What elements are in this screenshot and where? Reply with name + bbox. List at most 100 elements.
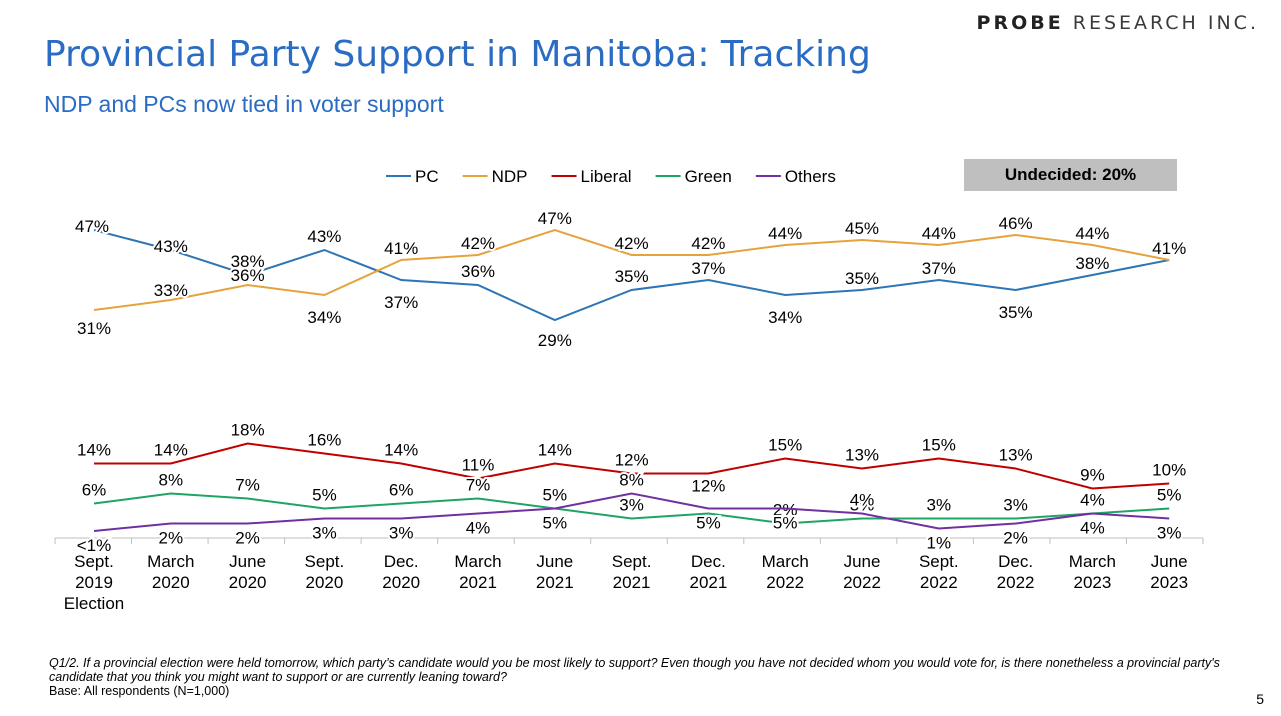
series-line-liberal <box>94 442 1170 490</box>
brand-logo: PROBE RESEARCH INC. <box>976 12 1259 34</box>
data-label-pc: 43% <box>154 237 188 256</box>
undecided-badge: Undecided: 20% <box>964 159 1177 191</box>
data-label-liberal: 9% <box>1080 466 1105 485</box>
x-tick-label: June 2023 <box>1150 552 1188 592</box>
data-label-green: 7% <box>235 476 260 495</box>
data-label-green: 5% <box>1157 486 1182 505</box>
data-label-liberal: 10% <box>1152 461 1186 480</box>
x-tick-label: June 2021 <box>536 552 574 592</box>
data-label-liberal: 13% <box>845 446 879 465</box>
data-label-green: 5% <box>543 486 568 505</box>
data-label-ndp: 44% <box>922 224 956 243</box>
data-label-liberal: 14% <box>384 441 418 460</box>
data-label-others: 3% <box>1157 524 1182 543</box>
data-label-ndp: 42% <box>461 234 495 253</box>
data-label-ndp: 42% <box>615 234 649 253</box>
data-label-green: 5% <box>312 486 337 505</box>
x-tick-label: March 2020 <box>147 552 194 592</box>
data-label-others: 5% <box>773 514 798 533</box>
data-label-green: 3% <box>1003 496 1028 515</box>
data-label-liberal: 13% <box>999 446 1033 465</box>
x-tick-label: March 2023 <box>1069 552 1116 592</box>
data-label-others: 1% <box>927 534 952 553</box>
data-label-green: 7% <box>466 476 491 495</box>
legend-label-others: Others <box>785 167 836 186</box>
data-label-others: 2% <box>1003 529 1028 548</box>
data-label-ndp: 41% <box>384 239 418 258</box>
x-tick-label: Dec. 2021 <box>689 552 727 592</box>
data-label-others: 3% <box>389 524 414 543</box>
data-label-others: 5% <box>696 514 721 533</box>
x-tick-label: Sept. 2022 <box>919 552 959 592</box>
data-label-others: 5% <box>543 514 568 533</box>
data-label-liberal: 15% <box>768 436 802 455</box>
data-label-pc: 47% <box>75 217 109 236</box>
x-tick-label: March 2022 <box>762 552 809 592</box>
data-label-ndp: 44% <box>768 224 802 243</box>
data-label-ndp: 33% <box>154 281 188 300</box>
data-label-others: <1% <box>77 536 112 555</box>
data-label-others: 2% <box>235 529 260 548</box>
page-number: 5 <box>1256 691 1264 707</box>
data-label-liberal: 18% <box>231 421 265 440</box>
data-label-ndp: 42% <box>691 234 725 253</box>
data-label-liberal: 12% <box>691 477 725 496</box>
data-label-others: 2% <box>159 529 184 548</box>
footnote-base: Base: All respondents (N=1,000) <box>49 684 230 698</box>
series-line-others <box>93 492 1170 532</box>
series-line-ndp <box>93 228 1170 311</box>
data-label-pc: 37% <box>691 259 725 278</box>
x-tick-label: Sept. 2019 Election <box>64 552 124 613</box>
data-label-green: 3% <box>619 496 644 515</box>
data-label-liberal: 14% <box>77 441 111 460</box>
footnote-question: Q1/2. If a provincial election were held… <box>49 656 1220 684</box>
data-label-pc: 37% <box>922 259 956 278</box>
data-label-green: 6% <box>389 481 414 500</box>
data-label-liberal: 14% <box>154 441 188 460</box>
footnote: Q1/2. If a provincial election were held… <box>49 656 1249 698</box>
data-label-others: 4% <box>466 519 491 538</box>
data-label-pc: 38% <box>231 252 265 271</box>
data-label-ndp: 31% <box>77 319 111 338</box>
data-label-liberal: 15% <box>922 436 956 455</box>
legend-label-ndp: NDP <box>492 167 528 186</box>
page-subtitle: NDP and PCs now tied in voter support <box>44 91 444 117</box>
data-label-ndp: 44% <box>1075 224 1109 243</box>
data-label-pc: 41% <box>1152 239 1186 258</box>
data-label-pc: 35% <box>999 303 1033 322</box>
data-label-pc: 43% <box>307 227 341 246</box>
data-label-ndp: 46% <box>999 214 1033 233</box>
legend-label-green: Green <box>685 167 732 186</box>
data-label-pc: 38% <box>1075 254 1109 273</box>
data-label-pc: 35% <box>615 267 649 286</box>
data-label-pc: 36% <box>461 262 495 281</box>
x-tick-label: June 2020 <box>229 552 267 592</box>
data-label-others: 3% <box>312 524 337 543</box>
data-label-ndp: 47% <box>538 209 572 228</box>
data-label-others: 8% <box>619 471 644 490</box>
data-label-pc: 29% <box>538 331 572 350</box>
data-label-green: 6% <box>82 481 107 500</box>
data-label-green: 2% <box>773 501 798 520</box>
data-label-liberal: 11% <box>462 456 495 475</box>
data-label-green: 3% <box>927 496 952 515</box>
data-label-pc: 35% <box>845 269 879 288</box>
data-label-liberal: 12% <box>615 451 649 470</box>
data-label-ndp: 34% <box>307 308 341 327</box>
x-tick-label: March 2021 <box>454 552 501 592</box>
x-tick-label: Dec. 2022 <box>997 552 1035 592</box>
data-label-ndp: 36% <box>231 266 265 285</box>
data-label-ndp: 45% <box>845 219 879 238</box>
data-label-others: 4% <box>850 491 875 510</box>
data-label-green: 8% <box>159 471 184 490</box>
x-tick-label: Sept. 2020 <box>305 552 345 592</box>
page-title: Provincial Party Support in Manitoba: Tr… <box>44 34 871 75</box>
x-tick-label: Dec. 2020 <box>382 552 420 592</box>
data-label-others: 4% <box>1080 519 1105 538</box>
data-label-green: 3% <box>850 496 875 515</box>
data-label-liberal: 14% <box>538 441 572 460</box>
legend-label-pc: PC <box>415 167 439 186</box>
data-label-pc: 37% <box>384 293 418 312</box>
data-label-liberal: 16% <box>307 431 341 450</box>
